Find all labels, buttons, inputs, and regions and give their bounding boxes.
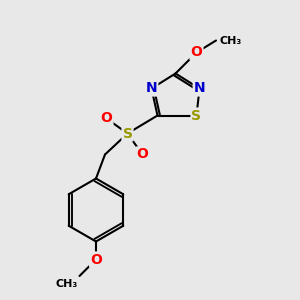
Text: N: N [146, 82, 157, 95]
Text: CH₃: CH₃ [56, 279, 78, 289]
Text: CH₃: CH₃ [219, 35, 241, 46]
Text: N: N [194, 82, 205, 95]
Text: O: O [100, 112, 112, 125]
Text: S: S [122, 127, 133, 140]
Text: O: O [190, 46, 202, 59]
Text: O: O [136, 148, 148, 161]
Text: O: O [90, 253, 102, 266]
Text: S: S [191, 109, 202, 122]
